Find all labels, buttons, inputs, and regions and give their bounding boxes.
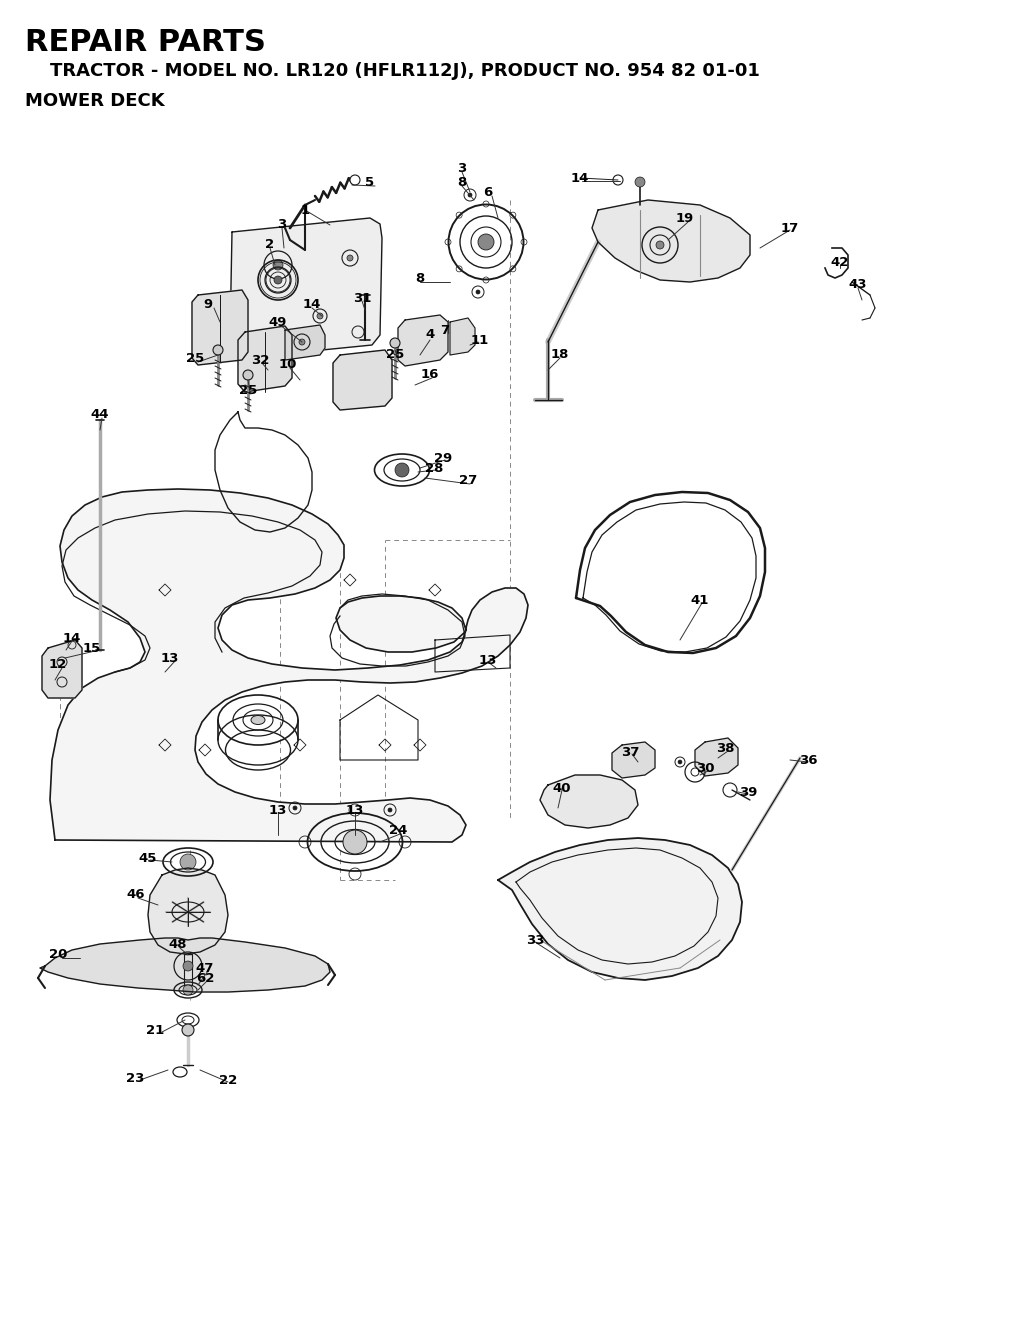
Text: 13: 13 [346, 804, 365, 816]
Text: MOWER DECK: MOWER DECK [25, 93, 165, 110]
Text: 2: 2 [265, 239, 274, 251]
Circle shape [243, 370, 253, 380]
Text: 46: 46 [127, 888, 145, 902]
Text: 11: 11 [471, 334, 489, 346]
Polygon shape [450, 318, 475, 356]
Polygon shape [50, 488, 528, 841]
Text: 37: 37 [621, 746, 639, 758]
Circle shape [350, 174, 360, 185]
Ellipse shape [251, 715, 265, 725]
Text: 14: 14 [303, 298, 322, 311]
Circle shape [183, 985, 193, 994]
Circle shape [476, 290, 480, 294]
Text: 42: 42 [830, 255, 849, 268]
Text: 19: 19 [676, 212, 694, 224]
Text: 8: 8 [416, 271, 425, 285]
Text: 21: 21 [145, 1024, 164, 1036]
Text: 13: 13 [269, 804, 287, 816]
Text: 1: 1 [300, 204, 309, 216]
Circle shape [388, 808, 392, 812]
Text: 31: 31 [353, 291, 371, 305]
Polygon shape [592, 200, 750, 282]
Text: 28: 28 [425, 462, 443, 475]
Polygon shape [498, 837, 742, 980]
Text: 36: 36 [799, 753, 817, 766]
Circle shape [468, 193, 472, 197]
Circle shape [213, 345, 223, 356]
Text: 25: 25 [186, 352, 204, 365]
Text: 41: 41 [691, 593, 710, 607]
Text: 12: 12 [49, 659, 68, 671]
Text: 14: 14 [570, 172, 589, 184]
Text: 22: 22 [219, 1074, 238, 1087]
Polygon shape [695, 738, 738, 776]
Text: 38: 38 [716, 742, 734, 754]
Text: 49: 49 [269, 315, 287, 329]
Text: 10: 10 [279, 358, 297, 372]
Text: 3: 3 [458, 161, 467, 174]
Text: 3: 3 [278, 219, 287, 232]
Circle shape [395, 463, 409, 476]
Circle shape [635, 177, 645, 187]
Text: 5: 5 [366, 177, 375, 189]
Text: 32: 32 [251, 353, 269, 366]
Text: 44: 44 [91, 408, 110, 421]
Text: 45: 45 [139, 852, 158, 864]
Circle shape [478, 234, 494, 250]
Text: 24: 24 [389, 824, 408, 836]
Circle shape [180, 854, 196, 870]
Circle shape [317, 313, 323, 319]
Text: 48: 48 [169, 938, 187, 951]
Text: 30: 30 [695, 761, 715, 774]
Polygon shape [42, 640, 82, 698]
Circle shape [274, 276, 282, 285]
Polygon shape [612, 742, 655, 778]
Text: 40: 40 [553, 781, 571, 794]
Polygon shape [540, 774, 638, 828]
Text: 62: 62 [196, 972, 214, 985]
Circle shape [299, 340, 305, 345]
Polygon shape [40, 938, 330, 992]
Text: 8: 8 [458, 177, 467, 189]
Circle shape [390, 338, 400, 348]
Circle shape [678, 760, 682, 764]
Text: REPAIR PARTS: REPAIR PARTS [25, 28, 266, 56]
Polygon shape [398, 315, 449, 366]
Text: TRACTOR - MODEL NO. LR120 (HFLR112J), PRODUCT NO. 954 82 01-01: TRACTOR - MODEL NO. LR120 (HFLR112J), PR… [25, 62, 760, 81]
Text: 25: 25 [386, 349, 404, 361]
Circle shape [183, 961, 193, 972]
Text: 33: 33 [525, 934, 544, 946]
Text: 16: 16 [421, 369, 439, 381]
Text: 14: 14 [62, 632, 81, 644]
Text: 9: 9 [204, 298, 213, 311]
Circle shape [343, 829, 367, 854]
Text: 7: 7 [440, 323, 450, 337]
Text: 17: 17 [781, 221, 799, 235]
Polygon shape [333, 350, 392, 411]
Text: 39: 39 [738, 785, 757, 798]
Text: 47: 47 [196, 961, 214, 974]
Polygon shape [193, 290, 248, 365]
Polygon shape [148, 868, 228, 954]
Text: 29: 29 [434, 451, 453, 464]
Text: 15: 15 [83, 641, 101, 655]
Circle shape [273, 260, 283, 270]
Text: 43: 43 [849, 279, 867, 291]
Text: 13: 13 [479, 654, 498, 667]
Polygon shape [238, 326, 292, 392]
Circle shape [182, 1024, 194, 1036]
Text: 25: 25 [239, 384, 257, 396]
Circle shape [293, 807, 297, 811]
Polygon shape [230, 217, 382, 358]
Text: 13: 13 [161, 651, 179, 664]
Polygon shape [285, 325, 325, 360]
Text: 27: 27 [459, 474, 477, 487]
Circle shape [347, 255, 353, 260]
Text: 4: 4 [425, 329, 434, 341]
Text: 20: 20 [49, 949, 68, 961]
Circle shape [656, 242, 664, 250]
Text: 23: 23 [126, 1071, 144, 1084]
Text: 6: 6 [483, 185, 493, 199]
Text: 18: 18 [551, 349, 569, 361]
